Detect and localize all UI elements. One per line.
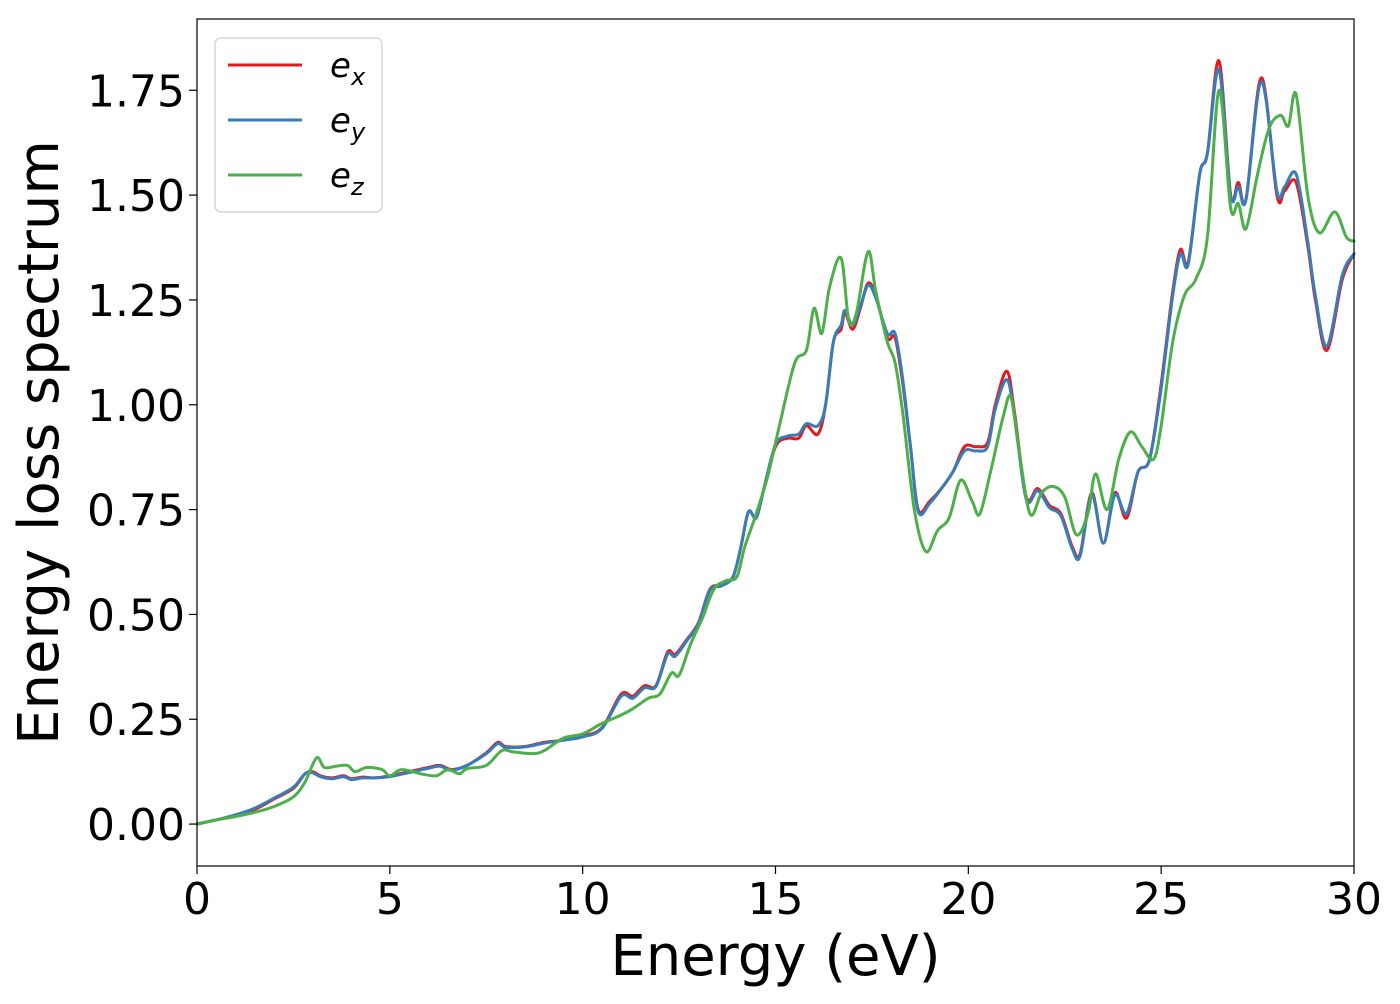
legend-subscript-z: z — [350, 173, 365, 201]
x-tick-label: 5 — [376, 874, 404, 925]
y-axis-label: Energy loss spectrum — [7, 140, 72, 745]
y-tick-label: 1.00 — [87, 381, 185, 432]
series-line-z — [195, 88, 1356, 826]
y-tick-label: 1.25 — [87, 276, 185, 327]
x-tick-label: 0 — [183, 874, 211, 925]
y-tick-label: 0.50 — [87, 590, 185, 641]
y-tick-label: 1.50 — [87, 171, 185, 222]
series-layer — [195, 59, 1356, 826]
x-axis-label: Energy (eV) — [610, 924, 940, 989]
legend-subscript-x: x — [350, 63, 366, 91]
x-tick-label: 30 — [1326, 874, 1382, 925]
legend-box — [214, 37, 383, 213]
x-axis-ticks: 0 5 10 15 20 25 30 — [183, 866, 1382, 925]
legend-subscript-y: y — [350, 118, 366, 146]
series-line-y — [195, 67, 1356, 826]
y-axis-ticks: 0.00 0.25 0.50 0.75 1.00 1.25 1.50 1.75 — [87, 66, 197, 851]
legend-label-y: e — [330, 101, 351, 141]
x-tick-label: 20 — [940, 874, 996, 925]
y-tick-label: 0.25 — [87, 695, 185, 746]
x-tick-label: 25 — [1133, 874, 1189, 925]
legend-label-x: e — [330, 46, 351, 86]
y-tick-label: 0.75 — [87, 486, 185, 537]
y-tick-label: 0.00 — [87, 800, 185, 851]
legend: e xe ye z — [214, 37, 383, 213]
y-tick-label: 1.75 — [87, 66, 185, 117]
x-tick-label: 15 — [748, 874, 804, 925]
legend-label-z: e — [330, 156, 351, 196]
x-tick-label: 10 — [555, 874, 611, 925]
